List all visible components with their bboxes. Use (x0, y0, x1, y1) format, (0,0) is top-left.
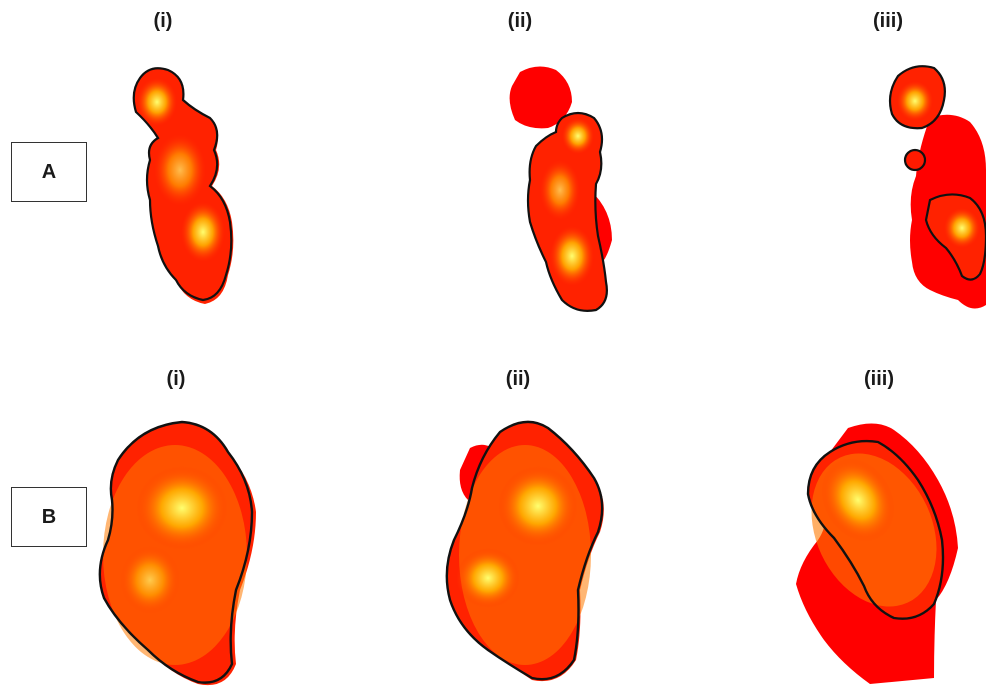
panel-b-ii (445, 420, 604, 682)
row-a-label-iii: (iii) (873, 10, 903, 32)
panel-b-i (98, 420, 256, 686)
panel-a-ii-hot-bot (550, 226, 594, 286)
row-b-box: B (11, 487, 87, 547)
panel-a-i-hot-top (137, 78, 177, 126)
panel-b-iii-contour (806, 439, 945, 620)
panel-a-iii-small-ring (903, 148, 927, 172)
panel-a-i-contour (132, 67, 233, 302)
panel-a-ii-hot-top (562, 118, 594, 154)
panel-b-i-hot-lower (120, 546, 180, 614)
panel-a-ii (509, 66, 612, 312)
row-b-label-ii: (ii) (505, 368, 531, 390)
row-a-label-ii: (ii) (507, 10, 533, 32)
panel-a-iii-contour-bot (924, 193, 986, 281)
panel-a-iii-hot-top (897, 81, 933, 121)
panel-b-i-contour (98, 420, 254, 684)
panel-b-i-hot-upper (136, 466, 228, 550)
panel-b-ii-contour (445, 420, 604, 681)
panel-a-iii (888, 65, 986, 309)
panel-a-i-hot-mid (154, 134, 206, 206)
panel-a-iii-contour-top (888, 65, 946, 130)
row-a-label-i: (i) (153, 10, 173, 32)
row-a-box: A (11, 142, 87, 202)
panel-a-ii-contour (526, 111, 608, 312)
panel-a-i (132, 67, 234, 304)
panel-b-ii-hot-lower (456, 548, 520, 608)
row-b-label-i: (i) (166, 368, 186, 390)
panel-a-iii-hot-bot (944, 208, 980, 248)
panel-b-ii-hot-upper (498, 466, 578, 546)
panel-a-ii-spill-top (509, 66, 572, 129)
row-b-label-iii: (iii) (864, 368, 894, 390)
panel-a-i-hot-bot (181, 202, 225, 262)
panel-a-ii-hot-mid (540, 160, 580, 220)
panel-b-iii-hot (821, 458, 895, 542)
panel-b-iii (796, 423, 958, 684)
